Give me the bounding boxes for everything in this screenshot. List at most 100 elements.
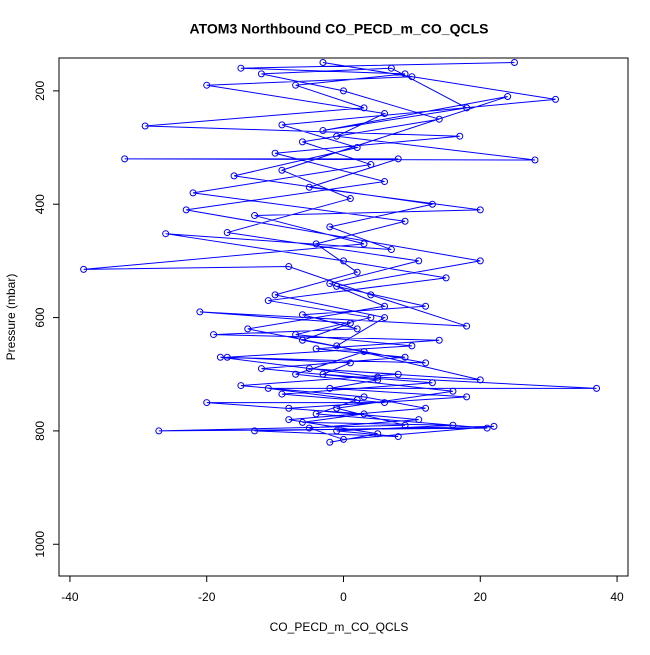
data-point [422,302,430,310]
data-point [257,365,265,373]
data-point [552,95,560,103]
data-point [244,325,252,333]
data-point [394,155,402,163]
data-point [428,379,436,387]
data-point [326,438,334,446]
data-point [401,217,409,225]
data-point [257,70,265,78]
data-point [271,291,279,299]
data-point [490,422,498,430]
x-tick-label: 40 [610,590,624,604]
data-point [593,384,601,392]
data-point [353,325,361,333]
data-point [346,195,354,203]
data-point [510,59,518,67]
data-point [141,122,149,130]
data-point [223,353,231,361]
data-point [326,223,334,231]
data-point [360,104,368,112]
data-point [381,302,389,310]
data-point [422,359,430,367]
data-point [278,121,286,129]
data-point [449,421,457,429]
data-point [415,416,423,424]
data-point [210,331,218,339]
data-point [394,370,402,378]
data-point [422,404,430,412]
data-point [463,104,471,112]
data-point [381,178,389,186]
data-point [360,240,368,248]
data-point [278,390,286,398]
data-point [312,240,320,248]
data-point [292,370,300,378]
data-point [476,376,484,384]
data-point [394,433,402,441]
data-point [387,64,395,72]
data-point [476,206,484,214]
y-tick-label: 1000 [33,531,47,558]
data-point [408,342,416,350]
data-point [298,311,306,319]
data-point [353,268,361,276]
data-point [285,404,293,412]
data-point [251,212,259,220]
y-tick-label: 200 [33,81,47,101]
data-point [333,427,341,435]
data-point [121,155,129,163]
data-point [340,435,347,443]
data-point [463,322,471,330]
data-point [333,282,341,290]
data-point [298,418,306,426]
data-point [271,149,279,157]
data-point [189,189,197,197]
data-point [292,331,300,339]
data-point [298,138,306,146]
data-point [374,376,382,384]
data-point [312,345,320,353]
data-point [216,353,224,361]
data-point [162,230,170,238]
data-point [435,336,443,344]
data-point [312,410,320,418]
data-point [326,280,334,288]
data-point [374,430,382,438]
data-point [298,336,306,344]
data-point [476,257,484,265]
x-axis-label: CO_PECD_m_CO_QCLS [270,620,409,634]
data-point [401,70,409,78]
data-point [196,308,204,316]
data-point [401,353,409,361]
data-point [305,365,313,373]
y-tick-label: 400 [33,194,47,214]
data-point [326,384,334,392]
data-point [155,427,163,435]
data-point [333,404,341,412]
data-point [333,132,341,140]
x-tick-label: 20 [474,590,488,604]
y-tick-label: 800 [33,421,47,441]
data-point [340,87,347,95]
data-point [346,319,354,327]
data-point [319,370,327,378]
data-point [374,373,382,381]
data-point [292,81,300,89]
data-point [353,144,361,152]
data-point [415,257,423,265]
data-point [360,348,368,356]
data-point [237,64,245,72]
data-point [360,393,368,401]
data-point [435,115,443,123]
data-point [264,384,272,392]
data-point [340,257,347,265]
data-point [401,421,409,429]
data-point [80,265,88,273]
data-point [456,132,464,140]
data-point [278,166,286,174]
data-point [346,359,354,367]
x-tick-label: -20 [198,590,216,604]
data-point [463,393,471,401]
data-point [408,73,416,81]
data-point [237,382,245,390]
